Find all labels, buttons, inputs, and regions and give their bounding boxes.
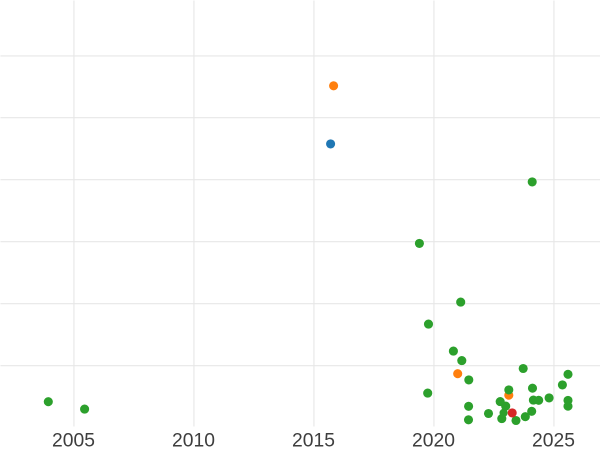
svg-text:2025: 2025 [532, 431, 575, 450]
svg-text:2010: 2010 [172, 431, 215, 450]
svg-text:2005: 2005 [52, 431, 95, 450]
svg-text:2015: 2015 [292, 431, 335, 450]
svg-text:2020: 2020 [412, 431, 455, 450]
